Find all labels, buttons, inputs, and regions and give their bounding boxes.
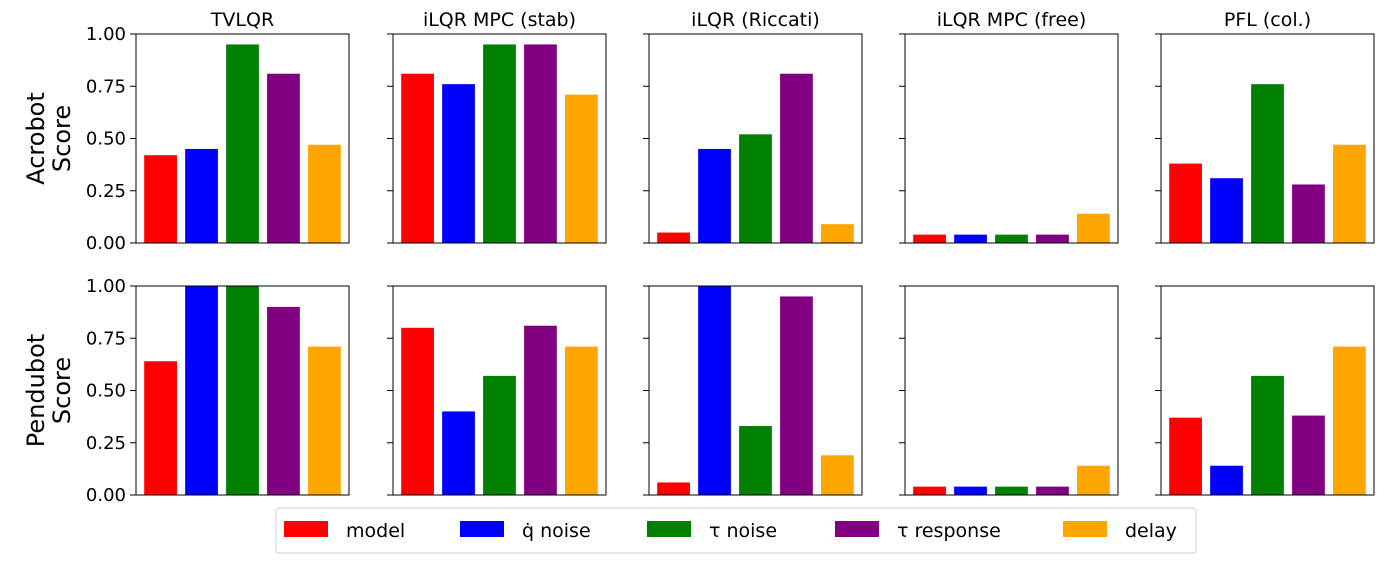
bar-delay-r1-c0 [308, 346, 341, 495]
legend-label: q̇ noise [522, 520, 591, 542]
y-tick-label: 1.00 [86, 276, 126, 297]
legend-label: τ noise [709, 520, 777, 542]
panel-r0-c0: 0.00 0.25 0.50 0.75 1.00 TVLQR [86, 9, 350, 254]
panel-title: iLQR MPC (free) [937, 9, 1087, 31]
bar-qnoise-r0-c2 [698, 148, 731, 243]
bar-qnoise-r1-c3 [954, 486, 987, 495]
legend-swatch [284, 521, 328, 537]
y-axis-label: AcrobotScore [22, 92, 76, 185]
bar-model-r0-c0 [144, 155, 177, 243]
y-axis-label-line: Pendubot [22, 334, 50, 447]
panel-r0-c3: iLQR MPC (free) [899, 9, 1119, 244]
panel-r1-c1 [387, 285, 607, 496]
y-axis-label-line: Acrobot [22, 92, 50, 185]
bar-model-r1-c1 [401, 327, 434, 495]
bar-delay-r1-c1 [565, 346, 598, 495]
legend-swatch [460, 521, 504, 537]
panel-title: TVLQR [210, 9, 274, 31]
legend-swatch [647, 521, 691, 537]
y-tick-label: 0.00 [86, 233, 126, 254]
bar-qnoise-r1-c1 [442, 411, 475, 495]
panel-r0-c2: iLQR (Riccati) [643, 9, 863, 244]
y-tick-label: 0.50 [86, 381, 126, 402]
bar-delay-r1-c3 [1077, 465, 1110, 495]
bar-qnoise-r0-c3 [954, 234, 987, 243]
bar-model-r0-c1 [401, 73, 434, 244]
bar-qnoise-r0-c0 [185, 148, 218, 243]
bar-delay-r0-c3 [1077, 213, 1110, 243]
bar-qnoise-r0-c1 [442, 84, 475, 243]
bar-delay-r0-c2 [821, 224, 854, 243]
bar-model-r1-c3 [913, 486, 946, 495]
bar-response-r1-c3 [1036, 486, 1069, 495]
bar-delay-r1-c4 [1333, 346, 1366, 495]
bar-response-r1-c4 [1292, 415, 1325, 495]
bar-qnoise-r1-c2 [698, 286, 731, 495]
y-axis-label: PendubotScore [22, 334, 76, 447]
bar-qnoise-r0-c4 [1210, 178, 1243, 243]
bar-noise-r0-c4 [1251, 84, 1284, 243]
panel-title: iLQR MPC (stab) [423, 9, 576, 31]
bar-noise-r1-c2 [739, 426, 772, 495]
bar-response-r0-c0 [267, 73, 300, 244]
bar-response-r0-c4 [1292, 184, 1325, 243]
panel-title: iLQR (Riccati) [691, 9, 820, 31]
legend-box [275, 507, 1197, 554]
bar-delay-r1-c2 [821, 455, 854, 495]
legend: model q̇ noise τ noise τ response delay [275, 507, 1197, 554]
bar-noise-r1-c1 [483, 375, 516, 495]
bar-model-r0-c2 [657, 232, 690, 243]
panel-r0-c4: PFL (col.) [1155, 9, 1375, 244]
bar-response-r0-c2 [780, 73, 813, 244]
legend-label: model [346, 520, 405, 542]
bar-model-r1-c4 [1169, 417, 1202, 495]
y-tick-label: 0.75 [86, 76, 126, 97]
bar-noise-r1-c3 [995, 486, 1028, 495]
bar-response-r1-c0 [267, 306, 300, 495]
panel-r1-c2 [643, 285, 863, 496]
bar-response-r0-c3 [1036, 234, 1069, 243]
y-tick-label: 0.25 [86, 433, 126, 454]
panel-r1-c0: 0.00 0.25 0.50 0.75 1.00 [86, 276, 350, 506]
legend-swatch [835, 521, 879, 537]
legend-label: τ response [897, 520, 1001, 542]
bar-response-r1-c2 [780, 296, 813, 495]
bar-noise-r0-c3 [995, 234, 1028, 243]
panel-r0-c1: iLQR MPC (stab) [387, 9, 607, 244]
axes-frame [904, 33, 1119, 244]
y-tick-label: 0.75 [86, 328, 126, 349]
axes-frame [904, 285, 1119, 496]
bar-qnoise-r1-c4 [1210, 465, 1243, 495]
y-tick-label: 1.00 [86, 24, 126, 45]
bar-delay-r0-c0 [308, 144, 341, 243]
y-tick-label: 0.50 [86, 129, 126, 150]
panel-title: PFL (col.) [1224, 9, 1311, 31]
bar-model-r1-c2 [657, 482, 690, 495]
bar-noise-r1-c4 [1251, 375, 1284, 495]
bar-noise-r0-c1 [483, 44, 516, 244]
bar-model-r0-c4 [1169, 163, 1202, 243]
panel-r1-c4 [1155, 285, 1375, 496]
y-tick-label: 0.25 [86, 181, 126, 202]
y-axis-label-line: Score [48, 357, 76, 424]
bar-delay-r0-c4 [1333, 144, 1366, 243]
bar-qnoise-r1-c0 [185, 286, 218, 495]
legend-label: delay [1125, 520, 1177, 542]
bar-response-r1-c1 [524, 325, 557, 495]
bar-response-r0-c1 [524, 44, 557, 244]
bar-noise-r0-c2 [739, 134, 772, 243]
panel-r1-c3 [899, 285, 1119, 496]
legend-swatch [1063, 521, 1107, 537]
bar-model-r1-c0 [144, 361, 177, 495]
y-axis-label-line: Score [48, 105, 76, 172]
bar-model-r0-c3 [913, 234, 946, 243]
bar-noise-r0-c0 [226, 44, 259, 244]
y-tick-label: 0.00 [86, 485, 126, 506]
bar-delay-r0-c1 [565, 94, 598, 243]
bar-noise-r1-c0 [226, 286, 259, 495]
